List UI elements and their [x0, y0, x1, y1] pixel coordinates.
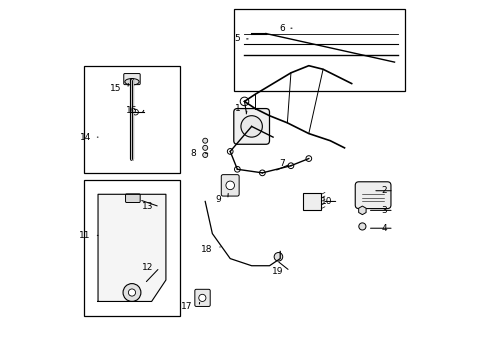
Circle shape	[234, 166, 240, 172]
Polygon shape	[98, 194, 165, 301]
Bar	[233, 9, 405, 91]
Text: 10: 10	[320, 197, 331, 206]
Text: 1: 1	[235, 104, 241, 113]
Bar	[83, 180, 180, 316]
Text: 2: 2	[381, 186, 386, 195]
Circle shape	[287, 163, 293, 168]
Text: 15: 15	[109, 84, 121, 93]
Circle shape	[128, 289, 135, 296]
Text: 14: 14	[80, 132, 91, 141]
FancyBboxPatch shape	[123, 73, 140, 85]
Circle shape	[259, 170, 264, 176]
Text: 8: 8	[190, 149, 196, 158]
FancyBboxPatch shape	[354, 182, 390, 208]
Text: 4: 4	[381, 224, 386, 233]
Text: 3: 3	[381, 206, 386, 215]
Text: 13: 13	[142, 202, 153, 211]
Circle shape	[358, 223, 365, 230]
Text: 9: 9	[215, 195, 221, 204]
Ellipse shape	[124, 78, 139, 85]
Circle shape	[198, 294, 205, 301]
FancyBboxPatch shape	[125, 194, 140, 203]
Circle shape	[203, 153, 207, 157]
Text: 7: 7	[278, 159, 284, 168]
Circle shape	[305, 156, 311, 161]
Text: 11: 11	[79, 231, 91, 240]
Circle shape	[203, 145, 207, 150]
Circle shape	[227, 149, 233, 154]
Circle shape	[225, 181, 234, 190]
FancyBboxPatch shape	[221, 175, 239, 196]
Text: 6: 6	[279, 24, 285, 33]
Text: 19: 19	[272, 267, 283, 276]
Bar	[83, 66, 180, 173]
Circle shape	[240, 97, 248, 106]
FancyBboxPatch shape	[233, 109, 269, 144]
FancyBboxPatch shape	[303, 193, 321, 210]
Ellipse shape	[241, 116, 262, 137]
Text: 5: 5	[234, 35, 240, 44]
FancyBboxPatch shape	[194, 289, 210, 306]
Text: 17: 17	[181, 302, 192, 311]
Circle shape	[203, 138, 207, 143]
Text: 18: 18	[201, 245, 212, 254]
Circle shape	[274, 252, 282, 261]
Circle shape	[123, 284, 141, 301]
Text: 12: 12	[142, 263, 153, 272]
Text: 16: 16	[125, 106, 137, 115]
Circle shape	[132, 109, 138, 115]
